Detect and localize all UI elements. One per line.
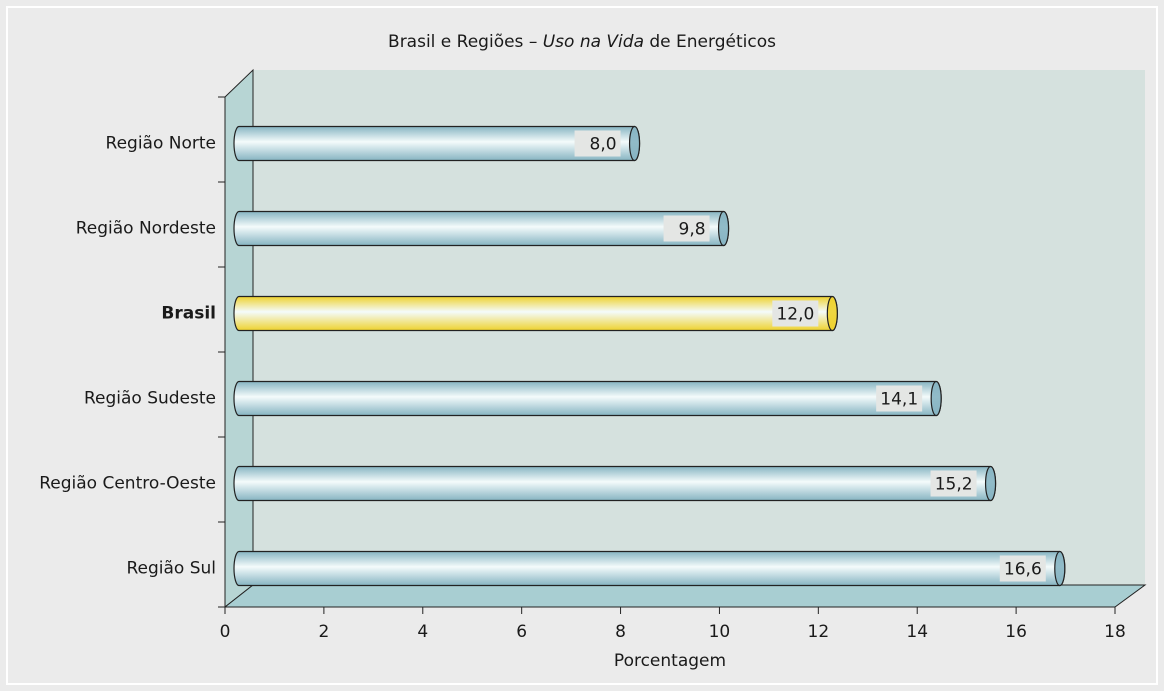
y-tick-label: Brasil	[161, 304, 216, 324]
value-label: 14,1	[880, 390, 918, 410]
x-tick-label: 16	[1005, 622, 1027, 642]
value-label-box	[574, 130, 621, 157]
value-label: 12,0	[776, 305, 814, 325]
x-tick-label: 6	[516, 622, 527, 642]
bar-cap	[984, 465, 997, 502]
y-tick-label: Região Centro-Oeste	[39, 474, 216, 494]
value-label: 9,8	[679, 220, 706, 240]
bar	[233, 210, 730, 247]
x-tick-label: 4	[417, 622, 428, 642]
bar-cap	[930, 380, 942, 417]
x-tick-label: 8	[615, 622, 626, 642]
x-tick-label: 10	[709, 622, 731, 642]
value-label-box	[930, 470, 977, 497]
y-tick-label: Região Norte	[106, 134, 216, 154]
x-tick-label: 18	[1104, 622, 1126, 642]
bar	[233, 380, 942, 417]
value-label-box	[876, 385, 923, 412]
bar-cap	[1054, 550, 1066, 587]
title-part: Brasil e Regiões –	[388, 32, 543, 52]
value-label-box	[999, 555, 1046, 582]
value-label: 16,6	[1004, 560, 1042, 580]
x-axis-label: Porcentagem	[614, 651, 726, 671]
floor	[223, 584, 1147, 608]
y-tick-label: Região Sul	[126, 559, 216, 579]
bar-cap	[717, 210, 730, 247]
value-label-box	[772, 300, 819, 327]
bar	[233, 465, 997, 502]
bar	[233, 550, 1066, 587]
value-label-box	[663, 215, 710, 242]
title-part: Uso na Vida	[543, 32, 644, 52]
bar	[233, 295, 838, 332]
bar-cap	[628, 125, 641, 162]
title-part: de Energéticos	[644, 32, 776, 52]
value-label: 15,2	[935, 475, 973, 495]
x-tick-label: 12	[808, 622, 830, 642]
bar-cap	[826, 295, 838, 332]
y-tick-label: Região Sudeste	[84, 389, 216, 409]
x-tick-label: 2	[318, 622, 329, 642]
x-tick-label: 14	[906, 622, 928, 642]
frame	[6, 6, 1158, 685]
chart-title: Brasil e Regiões – Uso na Vida de Energé…	[388, 32, 776, 52]
y-tick-label: Região Nordeste	[76, 219, 216, 239]
x-tick-label: 0	[220, 622, 231, 642]
value-label: 8,0	[590, 135, 617, 155]
